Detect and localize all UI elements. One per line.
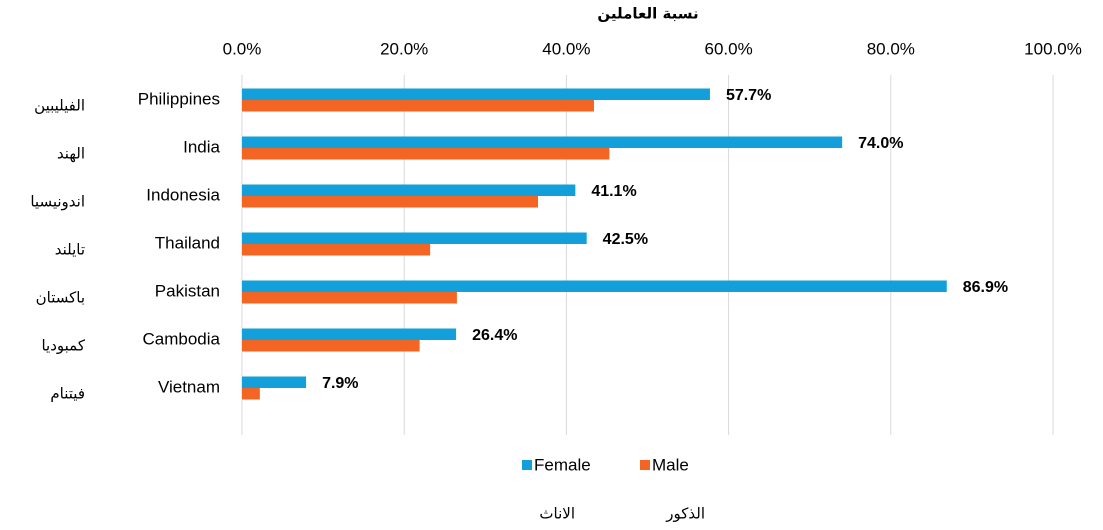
legend-label-ar: الذكور — [665, 505, 705, 523]
x-tick-label: 80.0% — [867, 39, 915, 58]
bar — [242, 244, 431, 256]
bar — [242, 100, 594, 112]
bar — [242, 280, 947, 292]
legend-label: Male — [652, 455, 689, 474]
category-label-ar: اندونيسيا — [30, 193, 85, 211]
bar — [242, 184, 576, 196]
category-label-ar: تايلند — [55, 241, 85, 259]
category-label-ar: كمبوديا — [41, 337, 85, 355]
value-label: 26.4% — [472, 327, 517, 344]
bar — [242, 196, 539, 208]
category-label-ar: باكستان — [36, 289, 85, 307]
value-label: 74.0% — [858, 135, 903, 152]
legend-swatch — [522, 460, 532, 470]
value-label: 57.7% — [726, 87, 771, 104]
bar — [242, 328, 457, 340]
legend-swatch — [640, 460, 650, 470]
category-label: India — [183, 137, 220, 156]
x-tick-label: 100.0% — [1024, 39, 1082, 58]
category-label: Indonesia — [146, 185, 220, 204]
category-label: Cambodia — [143, 329, 221, 348]
bar — [242, 88, 710, 100]
bar — [242, 292, 457, 304]
value-label: 86.9% — [963, 279, 1008, 296]
x-tick-label: 0.0% — [223, 39, 262, 58]
value-label: 41.1% — [591, 183, 636, 200]
value-label: 42.5% — [603, 231, 648, 248]
bar — [242, 340, 420, 352]
category-label-ar: الفيليبين — [34, 97, 85, 115]
bar — [242, 148, 610, 160]
legend-label-ar: الاناث — [539, 505, 575, 523]
bar — [242, 136, 843, 148]
x-tick-label: 20.0% — [380, 39, 428, 58]
bar — [242, 232, 587, 244]
chart-title: نسبة العاملين — [597, 5, 698, 23]
category-label: Vietnam — [158, 377, 220, 396]
category-label: Pakistan — [155, 281, 220, 300]
category-label-ar: الهند — [57, 145, 85, 163]
category-label: Thailand — [155, 233, 220, 252]
bar — [242, 376, 307, 388]
category-label: Philippines — [138, 89, 220, 108]
x-tick-label: 60.0% — [704, 39, 752, 58]
legend-label: Female — [534, 455, 591, 474]
x-tick-label: 40.0% — [542, 39, 590, 58]
value-label: 7.9% — [322, 375, 358, 392]
category-label-ar: فيتنام — [50, 385, 85, 403]
bar — [242, 388, 260, 400]
